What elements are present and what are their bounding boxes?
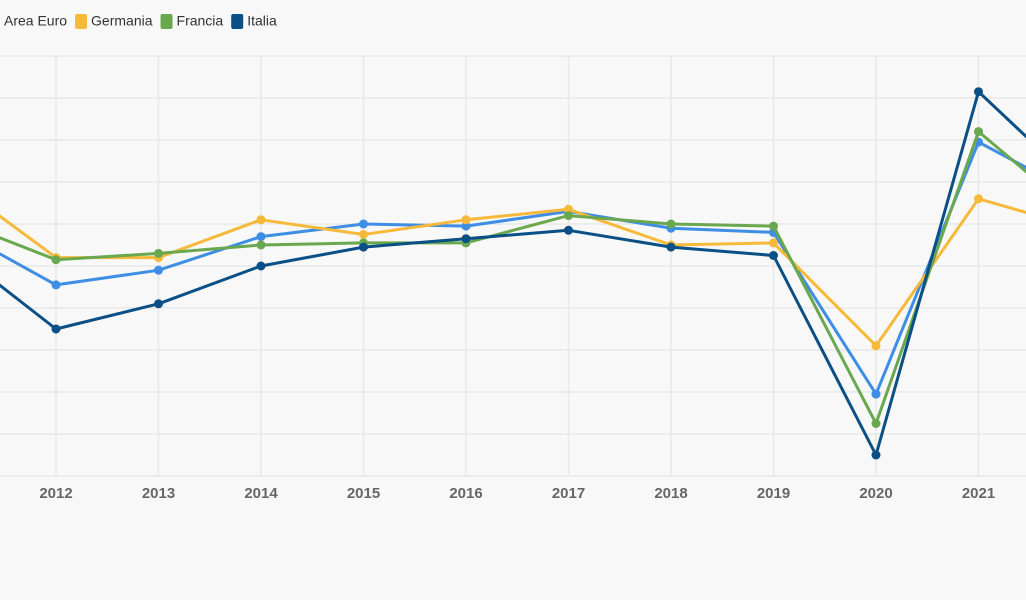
x-tick-label: 2017 — [552, 485, 585, 502]
data-point — [974, 87, 983, 97]
data-point — [256, 232, 266, 242]
data-point — [154, 265, 163, 275]
data-point — [974, 127, 983, 137]
x-tick-label: 2013 — [142, 485, 175, 502]
legend-label: Italia — [247, 13, 277, 29]
legend-swatch — [231, 14, 244, 29]
data-point — [256, 215, 266, 225]
data-point — [359, 230, 368, 239]
x-tick-label: 2016 — [449, 485, 482, 502]
x-tick-label: 2015 — [347, 485, 380, 502]
data-point — [51, 255, 61, 265]
series-line — [0, 140, 1026, 396]
data-point — [564, 225, 573, 235]
legend-swatch — [75, 14, 88, 29]
data-point — [871, 341, 881, 351]
data-point — [461, 215, 471, 225]
legend-label: Francia — [177, 13, 224, 29]
series-line — [0, 130, 1026, 425]
data-point — [256, 261, 266, 271]
data-point — [871, 419, 881, 428]
data-point — [154, 248, 163, 258]
x-tick-label: 2014 — [244, 485, 278, 502]
series-line — [0, 197, 1026, 348]
data-point — [256, 240, 266, 250]
legend: Area Euro Germania Francia Italia — [4, 13, 277, 29]
x-tick-label: 2012 — [39, 485, 72, 502]
plot-area — [0, 55, 1026, 477]
data-point — [461, 234, 471, 244]
data-point — [769, 238, 778, 248]
data-point — [51, 324, 61, 334]
data-point — [359, 219, 368, 229]
series-line — [0, 90, 1026, 457]
data-point — [871, 389, 881, 399]
data-point — [974, 194, 983, 204]
data-point — [564, 211, 573, 221]
legend-label: Germania — [91, 13, 153, 29]
x-tick-label: 2021 — [962, 485, 995, 502]
data-point — [871, 450, 881, 460]
x-tick-label: 2018 — [654, 485, 687, 502]
legend-label: Area Euro — [4, 13, 67, 29]
legend-swatch — [160, 14, 173, 29]
data-point — [666, 219, 676, 229]
data-point — [564, 204, 573, 214]
data-point — [769, 251, 778, 260]
x-tick-label: 2020 — [859, 485, 892, 502]
data-point — [359, 242, 368, 252]
data-point — [666, 242, 676, 252]
data-point — [51, 280, 61, 290]
data-point — [154, 299, 163, 309]
data-point — [769, 221, 778, 231]
data-point — [461, 221, 471, 231]
x-tick-label: 2019 — [757, 485, 790, 502]
